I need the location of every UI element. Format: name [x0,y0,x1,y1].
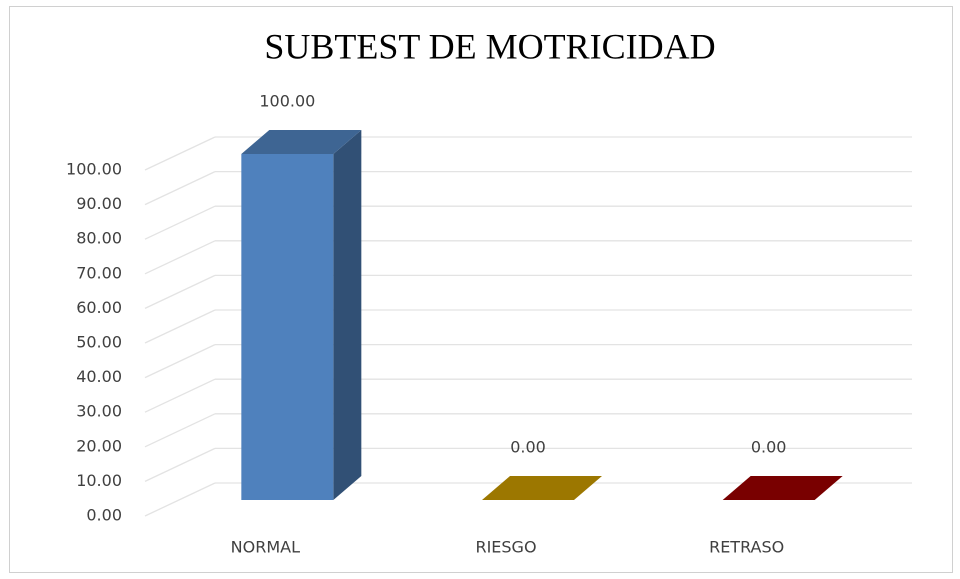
data-label: 100.00 [259,92,315,111]
bar [482,476,602,500]
y-tick-label: 0.00 [86,506,122,525]
grid-line [144,205,216,240]
bar-top [722,476,843,500]
bar-top [482,476,602,500]
grid-line [144,378,216,413]
grid-line [144,309,216,344]
y-tick-label: 50.00 [76,333,122,352]
grid-line [144,240,216,275]
data-label: 0.00 [751,438,787,457]
grid-line [144,136,216,171]
bar [722,476,843,500]
y-tick-label: 10.00 [76,471,122,490]
grid-line [144,413,216,448]
x-tick-label: NORMAL [231,538,300,557]
y-tick-label: 60.00 [76,298,122,317]
x-tick-label: RETRASO [709,538,784,557]
bar-side [333,130,362,500]
bar-front [241,154,334,500]
grid-line [144,171,216,206]
y-tick-label: 70.00 [76,263,122,282]
x-tick-label: RIESGO [475,538,536,557]
data-label: 0.00 [510,438,546,457]
y-tick-label: 30.00 [76,402,122,421]
grid-line [144,274,216,309]
y-tick-label: 20.00 [76,436,122,455]
y-tick-label: 80.00 [76,229,122,248]
grid-line [144,344,216,379]
grid-line [144,447,216,482]
y-tick-label: 40.00 [76,367,122,386]
chart-title: SUBTEST DE MOTRICIDAD [264,26,715,66]
grid-line [144,482,216,517]
y-tick-label: 90.00 [76,194,122,213]
y-tick-label: 100.00 [66,160,122,179]
bar [241,130,362,500]
bar-top [241,130,362,154]
